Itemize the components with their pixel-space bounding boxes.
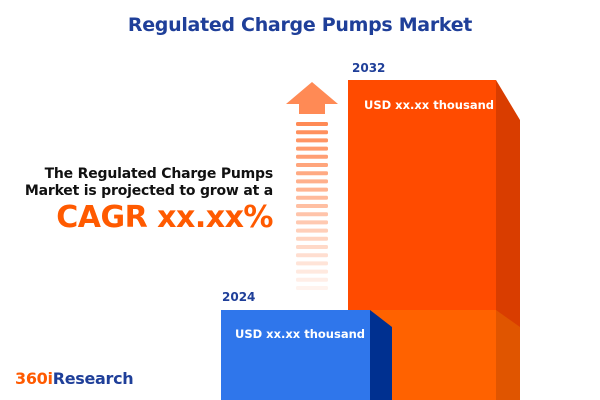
year-label-2032: 2032: [352, 61, 386, 75]
arrow-stripe: [296, 187, 328, 192]
arrow-stripe: [296, 195, 328, 200]
arrow-stripe: [296, 204, 328, 208]
bar-2032: [348, 80, 520, 400]
growth-arrow-icon: [286, 82, 338, 290]
arrow-stripe: [296, 236, 328, 241]
arrow-stripe: [296, 269, 328, 274]
arrow-stripe: [296, 212, 328, 217]
arrow-stripe: [296, 146, 328, 151]
arrow-stripe: [296, 138, 328, 143]
arrow-stripe: [296, 130, 328, 135]
description-line-2: Market is projected to grow at a: [24, 183, 273, 199]
year-label-2024: 2024: [222, 290, 256, 304]
arrow-stripe: [296, 286, 328, 290]
arrow-stripe: [296, 122, 328, 126]
arrow-stripe: [296, 253, 328, 258]
description-line-1: The Regulated Charge Pumps: [44, 166, 274, 182]
arrow-stripe: [296, 277, 328, 282]
bar-2024: [221, 310, 392, 400]
arrow-stripe: [296, 245, 328, 249]
arrow-stripe: [296, 220, 328, 225]
arrow-stripe: [296, 261, 328, 266]
cagr-value: CAGR xx.xx%: [56, 200, 273, 235]
arrow-stripe: [296, 163, 328, 167]
description: The Regulated Charge Pumps Market is pro…: [25, 166, 273, 200]
arrow-stripe: [296, 179, 328, 184]
arrow-stripe: [296, 228, 328, 233]
arrow-stripe: [296, 171, 328, 176]
arrow-stripe: [296, 154, 328, 159]
logo: 360iResearch: [15, 369, 134, 388]
value-label-2032: USD xx.xx thousand: [364, 98, 495, 112]
value-label-2024: USD xx.xx thousand: [235, 327, 366, 341]
page-title: Regulated Charge Pumps Market: [127, 14, 473, 36]
